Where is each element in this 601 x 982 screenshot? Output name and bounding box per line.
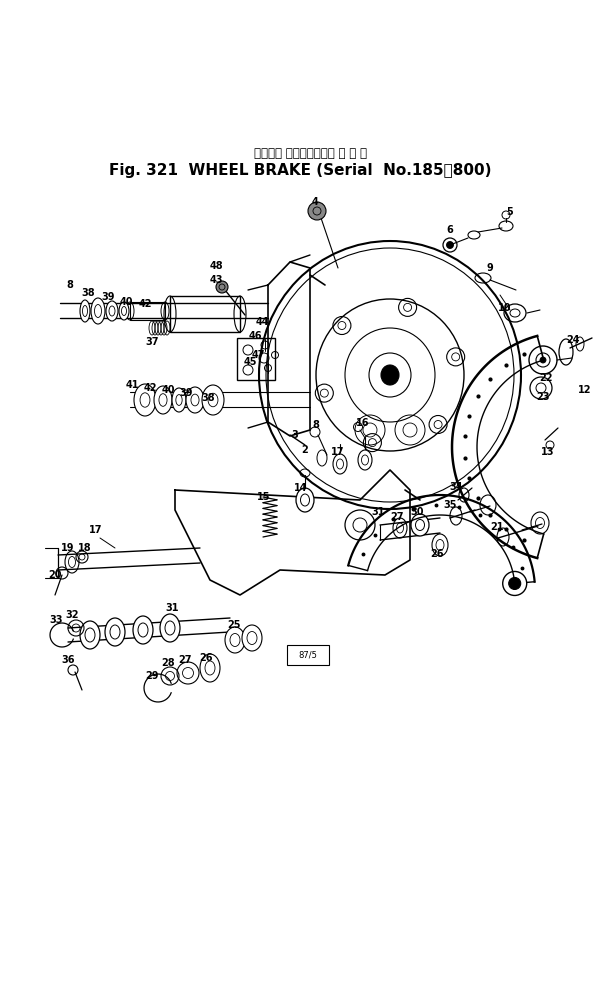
Text: 26: 26 bbox=[200, 653, 213, 663]
Polygon shape bbox=[175, 470, 410, 595]
Text: 35: 35 bbox=[444, 500, 457, 510]
Polygon shape bbox=[268, 262, 310, 436]
Ellipse shape bbox=[411, 514, 429, 536]
Text: 9: 9 bbox=[487, 263, 493, 273]
Text: 18: 18 bbox=[78, 543, 92, 553]
Text: 48: 48 bbox=[209, 261, 223, 271]
Bar bbox=[237, 338, 275, 380]
Text: 31: 31 bbox=[165, 603, 178, 613]
Text: 8: 8 bbox=[313, 420, 320, 430]
Text: 19: 19 bbox=[61, 543, 75, 553]
Text: 26: 26 bbox=[430, 549, 444, 559]
Text: 36: 36 bbox=[61, 655, 75, 665]
Text: 24: 24 bbox=[566, 335, 580, 345]
Text: 47: 47 bbox=[251, 350, 265, 360]
Ellipse shape bbox=[119, 302, 129, 320]
Text: 10: 10 bbox=[498, 303, 511, 313]
Ellipse shape bbox=[296, 488, 314, 512]
Text: 16: 16 bbox=[356, 418, 370, 428]
Ellipse shape bbox=[242, 625, 262, 651]
Text: 42: 42 bbox=[138, 299, 151, 309]
Text: 39: 39 bbox=[101, 292, 115, 302]
Text: 20: 20 bbox=[48, 570, 62, 580]
Ellipse shape bbox=[540, 357, 546, 363]
Text: 23: 23 bbox=[536, 392, 550, 402]
Text: 31: 31 bbox=[371, 507, 385, 517]
Text: 12: 12 bbox=[578, 385, 592, 395]
Text: 22: 22 bbox=[539, 373, 553, 383]
Text: 28: 28 bbox=[161, 658, 175, 668]
Ellipse shape bbox=[202, 385, 224, 415]
Text: 38: 38 bbox=[81, 288, 95, 298]
Ellipse shape bbox=[216, 281, 228, 293]
Ellipse shape bbox=[432, 534, 448, 556]
Text: 13: 13 bbox=[542, 447, 555, 457]
Ellipse shape bbox=[225, 627, 245, 653]
Ellipse shape bbox=[358, 450, 372, 470]
Text: 39: 39 bbox=[179, 388, 193, 398]
Text: 17: 17 bbox=[331, 447, 345, 457]
Text: Fig. 321  WHEEL BRAKE (Serial  No.185～800): Fig. 321 WHEEL BRAKE (Serial No.185～800) bbox=[109, 162, 491, 178]
Ellipse shape bbox=[154, 386, 172, 414]
Text: 32: 32 bbox=[66, 610, 79, 620]
Text: 34: 34 bbox=[450, 482, 463, 492]
Text: 40: 40 bbox=[161, 385, 175, 395]
Text: 46: 46 bbox=[248, 331, 262, 341]
Text: 17: 17 bbox=[90, 525, 103, 535]
Text: 5: 5 bbox=[507, 207, 513, 217]
Text: 6: 6 bbox=[447, 225, 453, 235]
Circle shape bbox=[508, 577, 520, 589]
Text: 43: 43 bbox=[209, 275, 223, 285]
Text: 25: 25 bbox=[227, 620, 241, 630]
Ellipse shape bbox=[80, 621, 100, 649]
Ellipse shape bbox=[160, 614, 180, 642]
Text: 1: 1 bbox=[386, 370, 394, 380]
Text: 27: 27 bbox=[178, 655, 192, 665]
Text: 29: 29 bbox=[145, 671, 159, 681]
Text: 33: 33 bbox=[49, 615, 63, 625]
Text: 21: 21 bbox=[490, 522, 504, 532]
Text: 3: 3 bbox=[291, 430, 298, 440]
Text: 44: 44 bbox=[255, 317, 269, 327]
Ellipse shape bbox=[200, 654, 220, 682]
Ellipse shape bbox=[91, 298, 105, 324]
Circle shape bbox=[502, 572, 526, 595]
Ellipse shape bbox=[308, 202, 326, 220]
Bar bbox=[130, 302, 165, 320]
Bar bbox=[287, 645, 329, 665]
Ellipse shape bbox=[134, 384, 156, 416]
Ellipse shape bbox=[381, 365, 399, 385]
Ellipse shape bbox=[333, 454, 347, 474]
Text: 15: 15 bbox=[257, 492, 270, 502]
Text: 38: 38 bbox=[201, 393, 215, 403]
Text: 42: 42 bbox=[143, 383, 157, 393]
Ellipse shape bbox=[186, 387, 204, 413]
Text: 30: 30 bbox=[410, 507, 424, 517]
Ellipse shape bbox=[105, 618, 125, 646]
Bar bbox=[170, 296, 240, 332]
Text: 87/5: 87/5 bbox=[299, 650, 317, 660]
Text: 37: 37 bbox=[145, 337, 159, 347]
Ellipse shape bbox=[133, 616, 153, 644]
Text: 14: 14 bbox=[294, 483, 308, 493]
Text: 45: 45 bbox=[243, 357, 257, 367]
Text: 41: 41 bbox=[125, 380, 139, 390]
Text: ホイール ブレーキ・（適 用 号 機: ホイール ブレーキ・（適 用 号 機 bbox=[254, 146, 367, 159]
Text: 27: 27 bbox=[390, 512, 404, 522]
Ellipse shape bbox=[106, 301, 118, 321]
Text: 8: 8 bbox=[67, 280, 73, 290]
Ellipse shape bbox=[80, 300, 90, 322]
Text: 4: 4 bbox=[312, 197, 319, 207]
Text: 2: 2 bbox=[302, 445, 308, 455]
Ellipse shape bbox=[172, 388, 186, 412]
Ellipse shape bbox=[447, 242, 454, 248]
Text: 40: 40 bbox=[119, 297, 133, 307]
